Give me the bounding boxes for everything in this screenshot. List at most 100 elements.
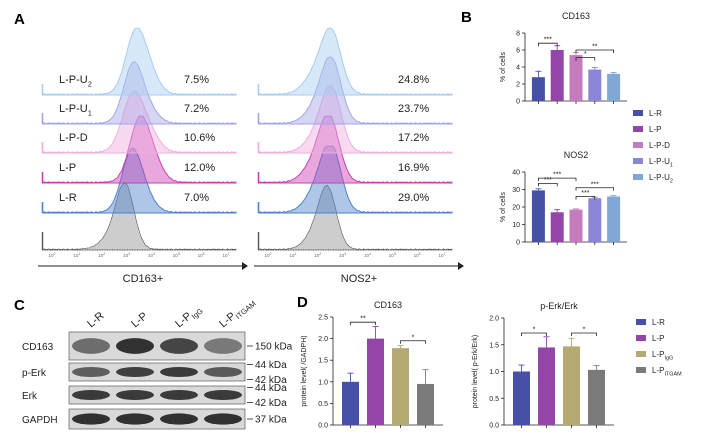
percentage-label: 29.0% — [398, 192, 429, 204]
y-tick-label: 0.0 — [489, 423, 499, 430]
legend-label: L-P-D — [649, 141, 670, 150]
significance-label: *** — [553, 172, 561, 179]
bar-l-r — [342, 381, 359, 425]
percentage-label: 17.2% — [398, 132, 429, 144]
legend-label: L-R — [649, 109, 662, 118]
y-tick-label: 1.5 — [489, 342, 499, 349]
legend-swatch — [633, 174, 643, 180]
tick-label: 104 — [364, 252, 371, 258]
bar-l-p-u2 — [607, 73, 621, 101]
legend-swatch — [633, 142, 643, 148]
kda-label: 44 kDa — [255, 360, 287, 371]
histogram-l-p-d — [257, 85, 453, 154]
blot-protein-label: CD163 — [22, 342, 54, 353]
y-tick-label: 2 — [516, 82, 520, 89]
kda-label: 42 kDa — [255, 398, 287, 409]
significance-bracket — [521, 332, 547, 336]
blot-band — [116, 366, 154, 378]
bar-l-p — [367, 338, 384, 425]
histogram-l-r — [257, 145, 453, 214]
blot-strip — [68, 385, 246, 405]
legend-swatch — [633, 158, 643, 164]
bar-l-r — [531, 190, 545, 242]
histogram-isotype — [41, 182, 237, 251]
legend-label: L-P-U2 — [649, 173, 673, 184]
blot-band — [204, 413, 242, 425]
significance-bracket — [538, 42, 558, 47]
significance-label: * — [584, 51, 587, 58]
y-tick-label: 0 — [516, 240, 520, 247]
percentage-label: 23.7% — [398, 103, 429, 115]
significance-bracket — [575, 57, 596, 61]
legend-label: L-P — [649, 125, 661, 134]
panel-label-c: C — [14, 297, 25, 314]
panel-label-b: B — [461, 9, 472, 26]
significance-bracket — [538, 177, 577, 182]
significance-label: *** — [544, 37, 552, 44]
lane-label: L-R — [85, 310, 106, 331]
significance-label: * — [533, 326, 536, 333]
significance-label: ** — [360, 316, 366, 323]
significance-label: *** — [591, 181, 599, 188]
row-label: L-P — [59, 162, 76, 174]
tick-label: 107 — [439, 252, 446, 258]
blot-band — [160, 413, 198, 425]
percentage-label: 10.6% — [184, 132, 215, 144]
significance-bracket — [575, 187, 614, 191]
bar-l-p-u2 — [607, 196, 621, 242]
kda-label: 150 kDa — [255, 342, 293, 353]
bar-l-p-igg — [392, 348, 409, 425]
y-tick-label: 6 — [516, 48, 520, 55]
tick-label: 100 — [265, 252, 272, 258]
blot-band — [204, 366, 242, 378]
tick-label: 103 — [123, 252, 130, 258]
significance-label: *** — [544, 177, 552, 184]
significance-bracket — [571, 332, 597, 336]
row-label: L-R — [59, 192, 77, 204]
significance-label: * — [583, 326, 586, 333]
blot-band — [72, 366, 110, 378]
blot-band — [204, 389, 242, 401]
significance-bracket — [538, 182, 558, 187]
significance-label: *** — [581, 190, 589, 197]
blot-protein-label: GAPDH — [22, 415, 58, 426]
histogram-isotype — [257, 184, 453, 251]
y-axis-label: protein level( p-Erk/Erk) — [472, 335, 479, 409]
bar-l-p-itgam — [417, 383, 434, 425]
blot-band — [116, 413, 154, 425]
percentage-label: 16.9% — [398, 162, 429, 174]
tick-label: 106 — [198, 252, 205, 258]
blot-band — [204, 338, 242, 354]
kda-label: 44 kDa — [255, 383, 287, 394]
y-tick-label: 2.5 — [318, 315, 328, 322]
blot-strip — [68, 362, 246, 382]
chart-title: p-Erk/Erk — [540, 301, 578, 311]
tick-label: 103 — [339, 252, 346, 258]
legend-swatch — [636, 335, 646, 341]
tick-label: 104 — [148, 252, 155, 258]
legend-swatch — [636, 367, 646, 373]
y-tick-label: 0 — [516, 99, 520, 106]
tick-label: 101 — [289, 252, 296, 258]
legend-label: L-PITGAM — [652, 366, 682, 377]
bar-l-r — [513, 371, 530, 425]
tick-label: 107 — [223, 252, 230, 258]
axis-label: NOS2+ — [341, 273, 377, 285]
y-axis-label: % of cells — [500, 52, 507, 82]
y-tick-label: 1.5 — [318, 358, 328, 365]
row-label: L-P-D — [59, 132, 88, 144]
bar-l-r — [531, 77, 545, 101]
kda-label: 37 kDa — [255, 415, 287, 426]
legend-label: L-P-U1 — [649, 157, 673, 168]
row-label: L-P-U2 — [59, 74, 92, 88]
significance-bracket — [400, 340, 426, 344]
y-tick-label: 4 — [516, 65, 520, 72]
legend-label: L-R — [652, 318, 665, 327]
bar-l-p-itgam — [588, 369, 605, 425]
axis-arrowhead — [242, 262, 248, 270]
percentage-label: 7.2% — [184, 103, 209, 115]
panel-label-a: A — [14, 11, 25, 28]
tick-label: 101 — [73, 252, 80, 258]
